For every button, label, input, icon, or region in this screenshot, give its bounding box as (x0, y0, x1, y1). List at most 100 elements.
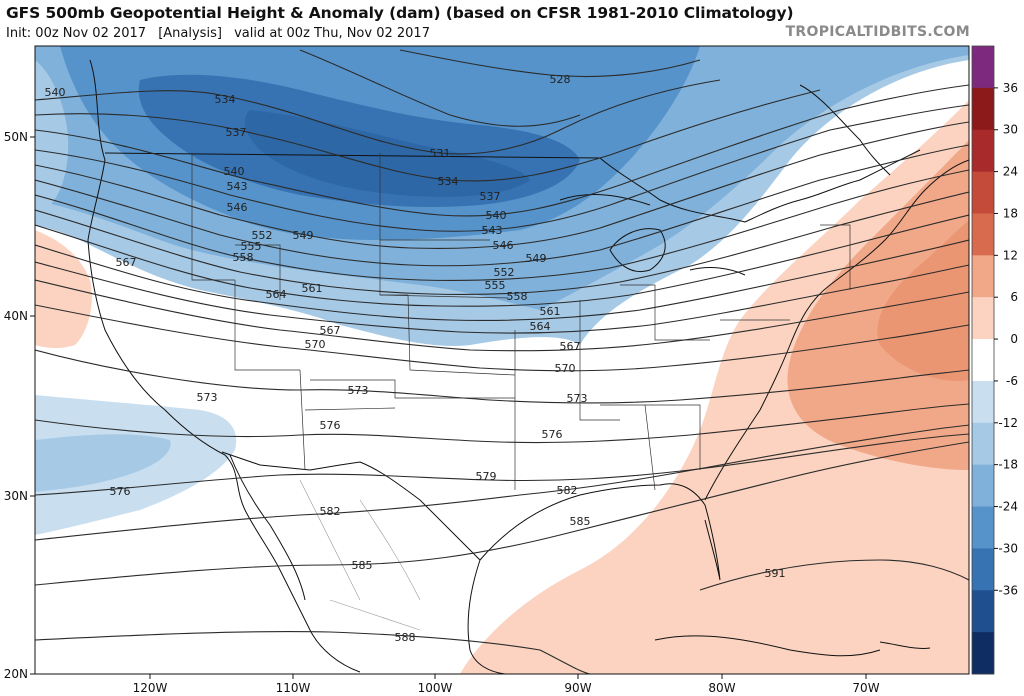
mex-state-line (299, 479, 361, 601)
contour-label: 543 (227, 180, 248, 193)
colorbar-swatch (972, 339, 994, 382)
colorbar-label: -24 (998, 500, 1018, 514)
contour-label: 576 (320, 419, 341, 432)
colorbar-label: 0 (1010, 332, 1018, 346)
mex-state-line (359, 499, 421, 601)
state-line (379, 294, 511, 299)
contour-543 (35, 104, 969, 232)
lon-tick-label: 100W (418, 681, 453, 695)
contour-label: 555 (241, 240, 262, 253)
colorbar-label: 24 (1003, 165, 1018, 179)
colorbar-swatch (972, 297, 994, 340)
contour-579 (35, 433, 969, 496)
state-line (579, 300, 620, 421)
contour-label: 561 (540, 305, 561, 318)
cuba (654, 635, 881, 657)
contour-label: 540 (486, 209, 507, 222)
mexico-state-borders (299, 479, 421, 631)
state-line (820, 224, 851, 290)
colorbar-swatch (972, 380, 994, 424)
colorbar-label: -30 (998, 541, 1018, 555)
colorbar-label: 18 (1003, 206, 1018, 220)
lat-tick-label: 30N (4, 489, 28, 503)
colorbar-swatch (972, 632, 994, 675)
lon-tick-label: 70W (852, 681, 879, 695)
contour-label: 567 (320, 324, 341, 337)
longitude-axis: 120W 110W 100W 90W 80W 70W (133, 674, 880, 695)
contour-label: 579 (476, 470, 497, 483)
contour-531 (299, 49, 581, 127)
contour-label: 540 (224, 165, 245, 178)
contour-564 (35, 261, 969, 334)
contour-label: 534 (215, 93, 236, 106)
colorbar-swatch (972, 213, 994, 256)
contour-label: 564 (530, 320, 551, 333)
lake-superior (559, 194, 651, 206)
contour-585 (35, 441, 969, 586)
anomaly-red-west (35, 230, 92, 349)
init-time: Init: 00z Nov 02 2017 (6, 26, 147, 41)
contour-546 (35, 121, 969, 249)
contour-label: 591 (765, 567, 786, 580)
contour-label: 564 (266, 288, 287, 301)
colorbar-swatch (972, 129, 994, 173)
colorbar-swatch (972, 464, 994, 508)
contour-label: 558 (233, 251, 254, 264)
colorbar-swatch (972, 255, 994, 298)
contour-567 (35, 279, 969, 352)
state-line (379, 153, 516, 376)
contour-534 (35, 79, 721, 155)
analysis-tag: [Analysis] (158, 26, 222, 41)
colorbar-frame (971, 45, 995, 675)
contour-label: 558 (507, 290, 528, 303)
contour-label: 573 (567, 392, 588, 405)
contour-label: 549 (293, 229, 314, 242)
contour-582 (35, 424, 969, 541)
contour-label: 552 (494, 266, 515, 279)
contour-570 (35, 304, 969, 372)
state-line (235, 244, 281, 300)
contour-label: 540 (45, 86, 66, 99)
lat-tick-label: 20N (4, 667, 28, 681)
contour-label: 543 (482, 224, 503, 237)
hispaniola (879, 641, 931, 649)
contour-label: 537 (480, 190, 501, 203)
valid-time: valid at 00z Thu, Nov 02 2017 (234, 26, 430, 41)
contour-528 (399, 49, 701, 78)
lon-tick-label: 120W (133, 681, 168, 695)
contour-540 (35, 84, 969, 217)
state-line (600, 404, 701, 470)
state-line (304, 407, 396, 411)
contour-label: 537 (226, 126, 247, 139)
lat-tick-label: 50N (4, 130, 28, 144)
height-contours (35, 49, 969, 674)
contour-label: 531 (430, 147, 451, 160)
colorbar-swatch (972, 590, 994, 633)
contour-588 (35, 631, 591, 674)
mex-state-line (329, 599, 421, 631)
contour-label: 528 (550, 73, 571, 86)
colorbar-swatch (972, 171, 994, 214)
colorbar-swatch (972, 422, 994, 466)
colorbar-label: 6 (1010, 290, 1018, 304)
colorbar-label: -12 (998, 416, 1018, 430)
mexico-gulf-coast (467, 559, 506, 674)
state-line (310, 379, 515, 399)
map-frame (34, 45, 970, 675)
gulf-coast (479, 483, 721, 581)
anomaly-blue-pacific-inner (35, 434, 171, 492)
contour-label: 582 (557, 484, 578, 497)
contour-label: 546 (227, 201, 248, 214)
map-area: 540 534 528 537 531 540 534 543 537 546 540 552 549 5… (35, 46, 969, 674)
contour-label: 576 (110, 485, 131, 498)
colorbar-label: -6 (1006, 374, 1018, 388)
contour-555 (35, 191, 969, 296)
colorbar-swatch (972, 548, 994, 591)
contour-label: 555 (485, 279, 506, 292)
colorbar-label: -18 (998, 458, 1018, 472)
contour-537 (35, 89, 821, 182)
colorbar-label: -36 (998, 583, 1018, 597)
contour-549 (35, 144, 969, 267)
contour-label: 585 (570, 515, 591, 528)
